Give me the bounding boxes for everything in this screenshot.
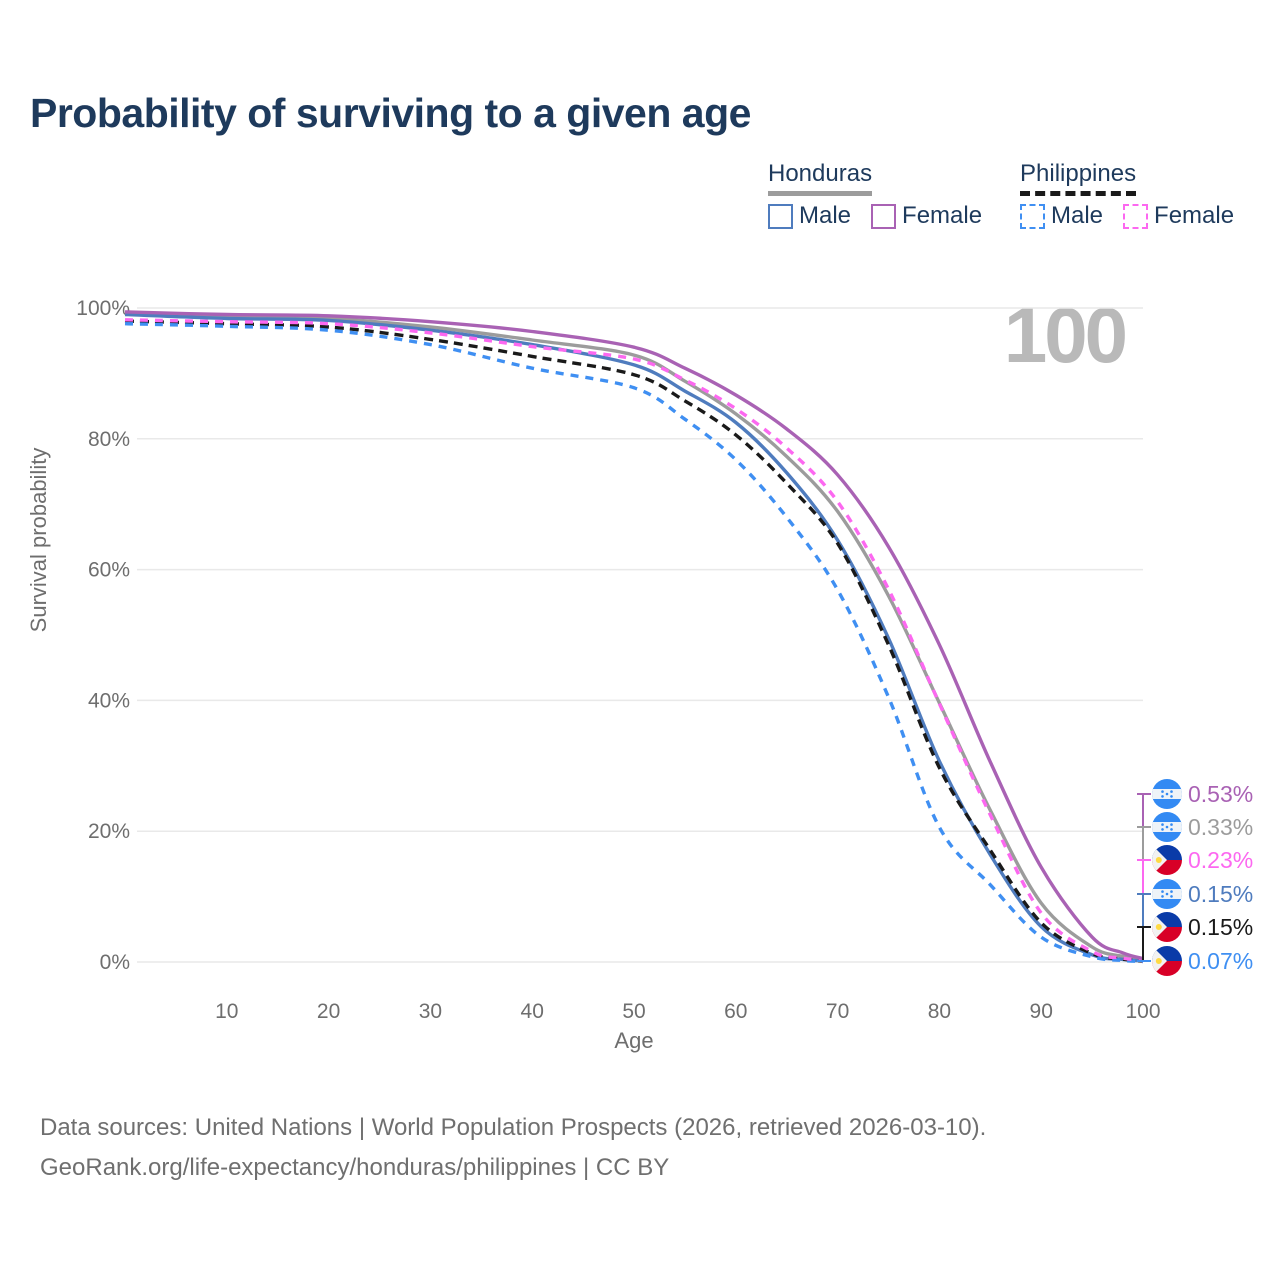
series-line-philippines-male bbox=[124, 322, 1144, 964]
end-value-label: 0.23% bbox=[1188, 847, 1254, 873]
footer-source-line: Data sources: United Nations | World Pop… bbox=[40, 1114, 987, 1141]
legend-label-honduras-male: Male bbox=[799, 202, 852, 229]
age-counter-watermark: 100 bbox=[1003, 291, 1128, 379]
philippines-female-checkbox-icon[interactable] bbox=[1123, 203, 1149, 229]
x-tick-label: 80 bbox=[928, 1000, 951, 1023]
legend-label-philippines-female: Female bbox=[1154, 202, 1235, 229]
x-tick-label: 90 bbox=[1030, 1000, 1053, 1023]
end-value-row-honduras: 0.33% bbox=[1152, 812, 1253, 842]
x-tick-label: 50 bbox=[622, 1000, 645, 1023]
end-value-label: 0.15% bbox=[1188, 914, 1254, 940]
y-tick-label: 0% bbox=[100, 951, 130, 974]
legend-label-philippines-male: Male bbox=[1051, 202, 1104, 229]
philippines-flag-icon bbox=[1152, 946, 1182, 976]
footer-url-line: GeoRank.org/life-expectancy/honduras/phi… bbox=[40, 1154, 670, 1181]
y-tick-label: 20% bbox=[88, 820, 130, 843]
legend-group-philippines: Philippines Male Female bbox=[1020, 160, 1234, 230]
honduras-female-checkbox-icon[interactable] bbox=[871, 203, 897, 229]
legend-group-honduras: Honduras Male Female bbox=[768, 160, 982, 230]
x-tick-label: 60 bbox=[724, 1000, 747, 1023]
x-tick-label: 30 bbox=[419, 1000, 442, 1023]
legend-title-philippines: Philippines bbox=[1020, 160, 1137, 196]
x-tick-label: 10 bbox=[215, 1000, 238, 1023]
honduras-male-checkbox-icon[interactable] bbox=[768, 203, 793, 229]
end-value-row-philippines-female: 0.23% bbox=[1152, 845, 1253, 875]
philippines-flag-icon bbox=[1152, 845, 1182, 875]
x-axis-label: Age bbox=[614, 1028, 653, 1053]
end-value-label: 0.07% bbox=[1188, 948, 1254, 974]
end-value-row-philippines: 0.15% bbox=[1152, 912, 1253, 942]
legend-item-philippines-female[interactable]: Female bbox=[1123, 202, 1234, 230]
honduras-flag-icon bbox=[1152, 779, 1182, 809]
series-line-philippines bbox=[124, 319, 1144, 963]
series-line-philippines-female bbox=[124, 318, 1144, 963]
y-tick-label: 40% bbox=[88, 689, 130, 712]
legend-label-honduras-female: Female bbox=[902, 202, 983, 229]
end-value-row-honduras-female: 0.53% bbox=[1152, 779, 1253, 809]
end-value-row-honduras-male: 0.15% bbox=[1152, 879, 1253, 909]
y-tick-label: 80% bbox=[88, 428, 130, 451]
philippines-male-checkbox-icon[interactable] bbox=[1020, 203, 1045, 229]
legend-title-honduras: Honduras bbox=[768, 160, 873, 196]
legend-item-philippines-male[interactable]: Male bbox=[1020, 202, 1103, 230]
y-tick-label: 60% bbox=[88, 559, 130, 582]
x-tick-label: 100 bbox=[1125, 1000, 1160, 1023]
x-tick-label: 20 bbox=[317, 1000, 340, 1023]
end-value-label: 0.15% bbox=[1188, 881, 1254, 907]
legend-item-honduras-female[interactable]: Female bbox=[871, 202, 982, 230]
series-line-honduras bbox=[124, 311, 1144, 962]
x-tick-label: 40 bbox=[521, 1000, 544, 1023]
legend-item-honduras-male[interactable]: Male bbox=[768, 202, 851, 230]
end-value-row-philippines-male: 0.07% bbox=[1152, 946, 1253, 976]
x-tick-label: 70 bbox=[826, 1000, 849, 1023]
philippines-flag-icon bbox=[1152, 912, 1182, 942]
end-value-label: 0.53% bbox=[1188, 781, 1254, 807]
page-title: Probability of surviving to a given age bbox=[30, 90, 751, 136]
y-tick-label: 100% bbox=[76, 297, 130, 320]
series-line-honduras-male bbox=[124, 312, 1144, 963]
footer: Data sources: United Nations | World Pop… bbox=[40, 1108, 986, 1188]
honduras-flag-icon bbox=[1152, 812, 1182, 842]
end-value-label: 0.33% bbox=[1188, 814, 1254, 840]
y-axis-label: Survival probability bbox=[26, 448, 51, 633]
series-line-honduras-female bbox=[124, 310, 1144, 961]
honduras-flag-icon bbox=[1152, 879, 1182, 909]
